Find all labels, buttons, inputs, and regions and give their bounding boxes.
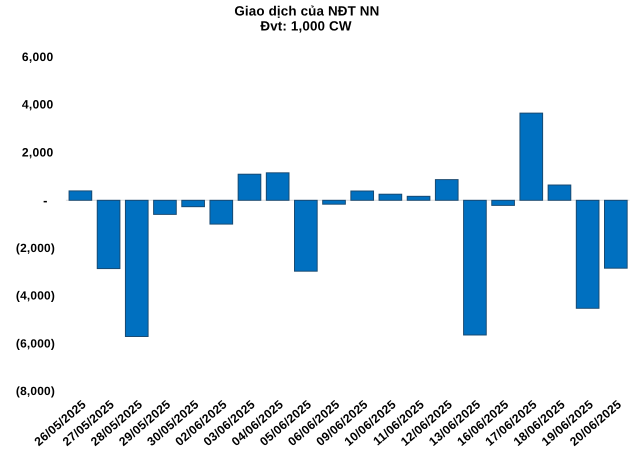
svg-text:(2,000): (2,000) [16,241,55,255]
svg-text:2,000: 2,000 [22,145,54,159]
svg-text:4,000: 4,000 [22,98,54,112]
svg-text:(6,000): (6,000) [16,336,55,350]
svg-text:(8,000): (8,000) [16,384,55,398]
svg-text:Giao dịch của NĐT NN: Giao dịch của NĐT NN [234,3,379,18]
svg-text:6,000: 6,000 [22,50,54,64]
svg-text:Đvt: 1,000 CW: Đvt: 1,000 CW [260,18,351,33]
svg-text:-: - [43,193,47,208]
svg-text:(4,000): (4,000) [16,289,55,303]
